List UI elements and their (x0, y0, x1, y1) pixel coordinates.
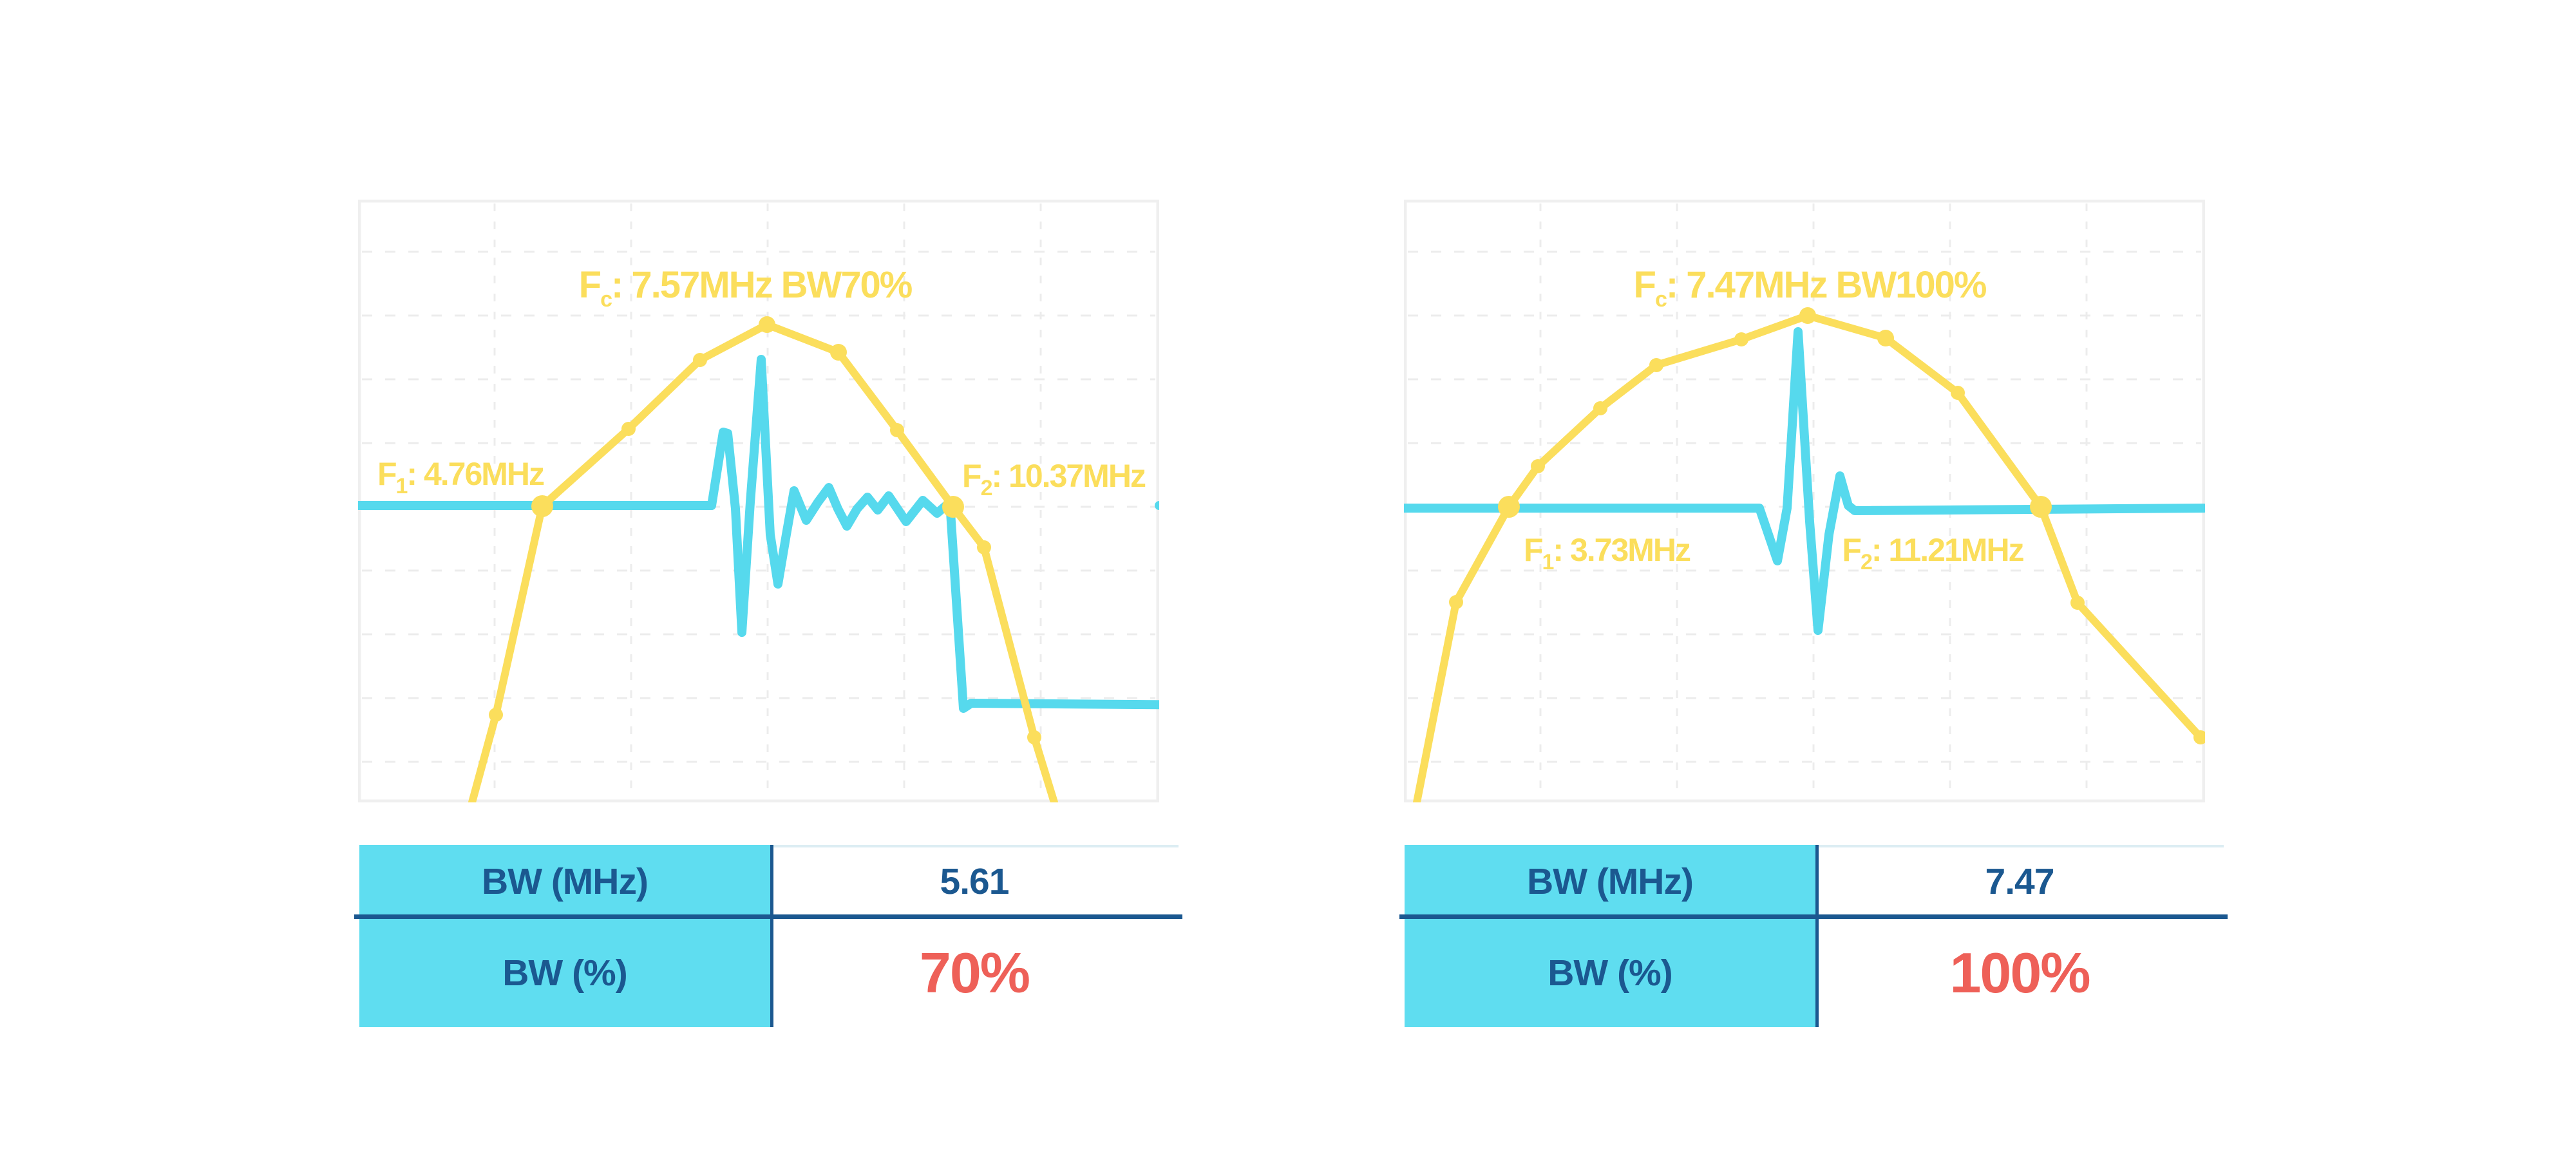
bw-mhz-label-cell: BW (MHz) (1405, 845, 1815, 918)
spectrum-marker (830, 344, 847, 361)
spectrum-marker (621, 422, 636, 436)
table-row: BW (%) 100% (1405, 919, 2224, 1027)
f1-annotation: F1: 4.76MHz (377, 456, 544, 498)
spectrum-marker (1649, 358, 1663, 372)
chart-bw100-canvas: Fc: 7.47MHz BW100% F1: 3.73MHz F2: 11.21… (1404, 200, 2205, 802)
table-top-divider (1815, 845, 2224, 847)
spectrum-marker (1531, 459, 1545, 473)
table-column-divider (1815, 845, 1819, 1027)
spectrum-marker (1593, 401, 1607, 415)
f1-annotation: F1: 3.73MHz (1524, 532, 1690, 574)
spectrum-marker (977, 540, 991, 554)
f2-annotation: F2: 11.21MHz (1842, 532, 2023, 574)
spectrum-marker (1449, 595, 1463, 609)
table-row: BW (MHz) 5.61 (359, 845, 1179, 918)
spectrum-marker (1951, 386, 1965, 400)
bw-summary-table-right: BW (MHz) 7.47 BW (%) 100% (1399, 845, 2228, 1027)
table-row: BW (%) 70% (359, 919, 1179, 1027)
table-mid-divider (1399, 914, 2228, 919)
spectrum-marker (489, 708, 503, 722)
spectrum-marker (1877, 330, 1894, 346)
chart-bw100: Fc: 7.47MHz BW100% F1: 3.73MHz F2: 11.21… (1404, 200, 2205, 802)
bw-mhz-value-cell: 7.47 (1985, 860, 2055, 902)
pulse-waveform (1404, 327, 2205, 635)
bw-percent-label-cell: BW (%) (1405, 919, 1815, 1027)
bw-mhz-value-cell: 5.61 (940, 860, 1010, 902)
spectrum-marker (942, 496, 964, 518)
chart-bw70: Fc: 7.57MHz BW70% F1: 4.76MHz F2: 10.37M… (358, 200, 1159, 802)
f2-annotation: F2: 10.37MHz (962, 458, 1146, 500)
table-mid-divider (354, 914, 1182, 919)
bw-percent-value-cell: 70% (919, 941, 1030, 1005)
spectrum-marker (2030, 496, 2052, 518)
spectrum-marker (2193, 730, 2205, 744)
spectrum-marker (1027, 730, 1041, 744)
table-top-divider (770, 845, 1179, 847)
table-column-divider (770, 845, 773, 1027)
chart-title-annotation: Fc: 7.47MHz BW100% (1634, 264, 1987, 312)
bw-mhz-label-cell: BW (MHz) (359, 845, 770, 918)
pulse-waveform (358, 355, 1159, 713)
spectrum-marker (1498, 496, 1520, 518)
spectrum-marker (890, 423, 904, 437)
spectrum-marker (2070, 596, 2085, 610)
spectrum-marker (531, 495, 553, 517)
spectrum-line (468, 321, 1058, 802)
spectrum-marker (1734, 332, 1748, 346)
chart-bw70-canvas: Fc: 7.57MHz BW70% F1: 4.76MHz F2: 10.37M… (358, 200, 1159, 802)
bw-summary-table-left: BW (MHz) 5.61 BW (%) 70% (354, 845, 1182, 1027)
spectrum-marker (759, 316, 775, 333)
spectrum-marker (1799, 307, 1816, 324)
spectrum-marker (693, 353, 707, 367)
bw-percent-value-cell: 100% (1949, 941, 2090, 1005)
table-row: BW (MHz) 7.47 (1405, 845, 2224, 918)
chart-title-annotation: Fc: 7.57MHz BW70% (579, 264, 913, 312)
bw-percent-label-cell: BW (%) (359, 919, 770, 1027)
